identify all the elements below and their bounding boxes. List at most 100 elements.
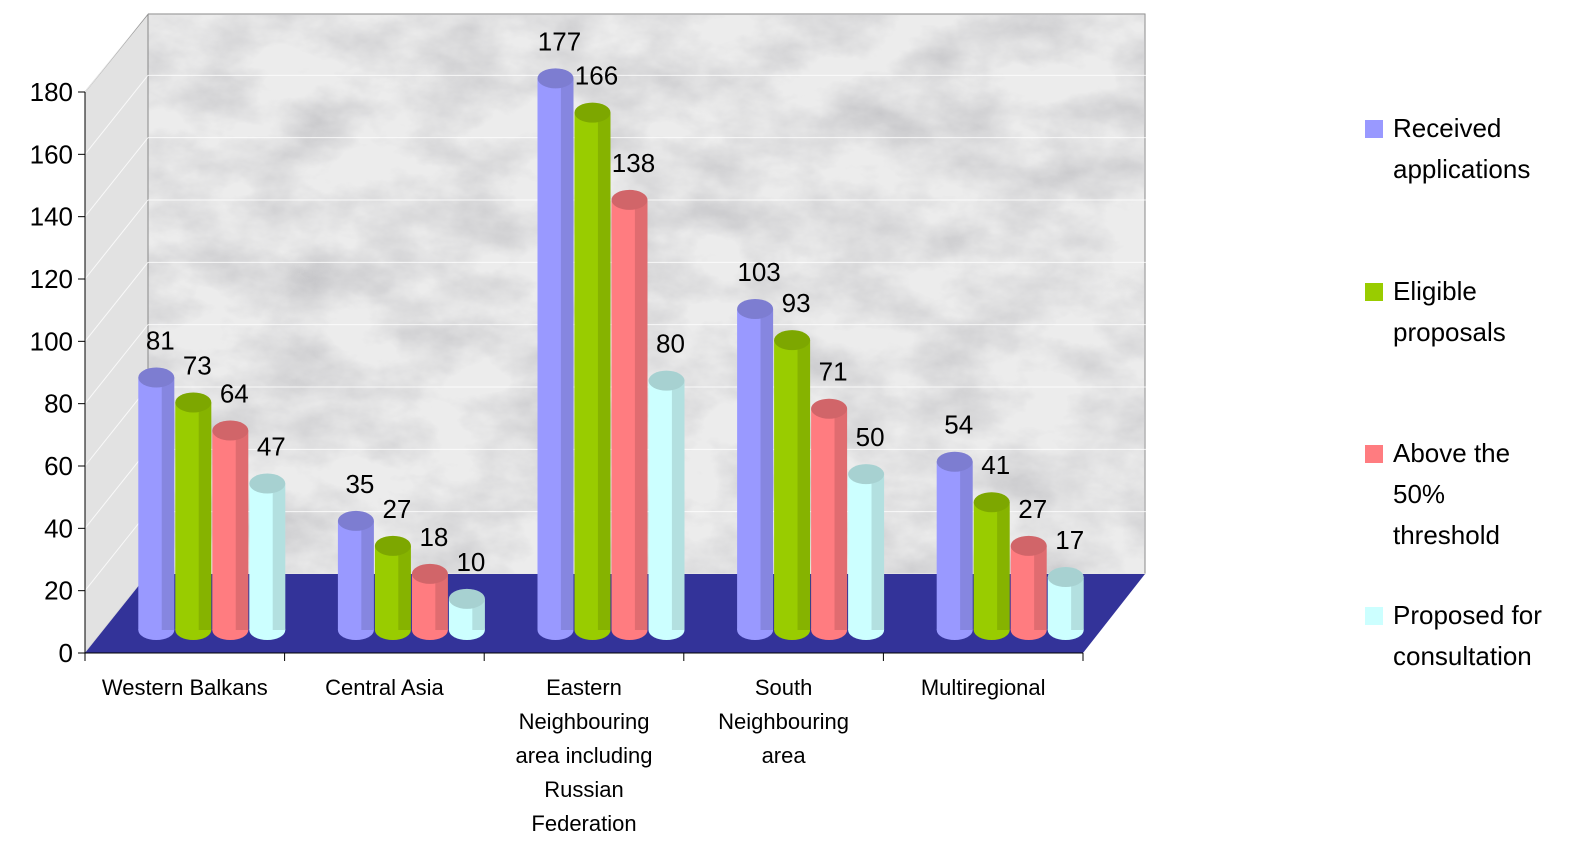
value-label: 47 [257, 432, 286, 462]
bar-cap-shade [249, 473, 286, 494]
bar-body [212, 430, 249, 630]
bar-cap [1010, 535, 1047, 556]
value-label: 166 [575, 61, 618, 91]
bar-cap [1047, 567, 1084, 588]
bar-shade [834, 408, 848, 630]
bar-cap-shade [648, 370, 685, 391]
bar-cap-shade [448, 588, 485, 609]
bar-body [936, 461, 973, 630]
bar-cap-shade [973, 492, 1010, 513]
y-tick-label: 20 [44, 576, 73, 606]
bar [973, 492, 1010, 640]
bar-cap-shade [574, 102, 611, 123]
bar [574, 102, 611, 640]
bar-cap-shade [936, 451, 973, 472]
bar-cap [374, 535, 411, 556]
y-tick-label: 120 [30, 264, 73, 294]
bar-shade [634, 199, 648, 630]
value-label: 18 [419, 522, 448, 552]
bar-cap [973, 492, 1010, 513]
bar [249, 473, 286, 640]
legend-label: Received applications [1393, 113, 1531, 184]
bar-shade [797, 340, 811, 630]
bar-body [774, 340, 811, 630]
bar-body [848, 474, 885, 630]
bar-body [1010, 545, 1047, 630]
bar-shade [435, 573, 448, 630]
value-label: 81 [146, 326, 175, 356]
bar [537, 68, 574, 640]
y-tick-label: 160 [30, 139, 73, 169]
y-tick-label: 60 [44, 451, 73, 481]
bar [448, 588, 485, 640]
bar-cap-shade [611, 189, 648, 210]
value-label: 54 [944, 410, 973, 440]
bar-shade [198, 402, 212, 630]
value-label: 27 [1018, 494, 1047, 524]
bar [337, 510, 374, 640]
value-label: 35 [345, 469, 374, 499]
legend-swatch [1365, 607, 1383, 625]
bar-cap-shade [848, 464, 885, 485]
legend-swatch [1365, 283, 1383, 301]
bar-shade [671, 380, 685, 630]
bar-shade [398, 545, 411, 630]
legend-label: Proposed for consultation [1393, 600, 1542, 671]
x-tick-label: Multiregional [920, 675, 1046, 700]
legend-label: Eligible proposals [1393, 276, 1506, 347]
bar-body [611, 199, 648, 630]
grid-line [84, 386, 149, 467]
bar-cap [648, 370, 685, 391]
bar-body [811, 408, 848, 630]
bar [848, 464, 885, 640]
grid-line [84, 75, 149, 155]
bar-cap-shade [374, 535, 411, 556]
y-tick-label: 0 [59, 638, 73, 668]
grid-line [84, 511, 149, 591]
bar-shade [361, 520, 374, 630]
bar [611, 189, 648, 640]
bar [648, 370, 685, 640]
bar-cap [249, 473, 286, 494]
bar [1047, 567, 1084, 640]
bar-body [973, 502, 1010, 630]
bar-cap-shade [212, 420, 249, 441]
bar-cap-shade [1010, 535, 1047, 556]
grid-line [84, 324, 149, 404]
bar-shade [1034, 545, 1047, 630]
bar-shade [560, 78, 574, 631]
bar-cap-shade [337, 510, 374, 531]
bar-cap [848, 464, 885, 485]
grid-line [84, 262, 149, 342]
bar [936, 451, 973, 640]
bar-shade [597, 112, 611, 631]
y-tick-label: 100 [30, 326, 73, 356]
bar-body [537, 78, 574, 631]
bar [737, 298, 774, 640]
value-label: 50 [856, 422, 885, 452]
bar-cap-shade [774, 330, 811, 351]
y-tick-label: 140 [30, 202, 73, 232]
bar-body [374, 545, 411, 630]
bar-cap [138, 367, 175, 388]
bar-shade [960, 461, 973, 630]
value-label: 93 [782, 288, 811, 318]
bar-shade [871, 474, 885, 630]
value-label: 17 [1055, 525, 1084, 555]
bar-body [737, 308, 774, 630]
bar-cap [611, 189, 648, 210]
value-label: 73 [183, 350, 212, 380]
x-tick-label: Central Asia [325, 675, 444, 700]
bar-cap-shade [811, 398, 848, 419]
bar-shade [1071, 577, 1084, 630]
bar-shade [760, 308, 774, 630]
value-label: 177 [538, 26, 581, 56]
bar-cap-shade [737, 298, 774, 319]
value-label: 103 [737, 257, 780, 287]
bar [811, 398, 848, 640]
bar-cap [936, 451, 973, 472]
bar-body [138, 377, 175, 630]
bar-shade [235, 430, 249, 630]
